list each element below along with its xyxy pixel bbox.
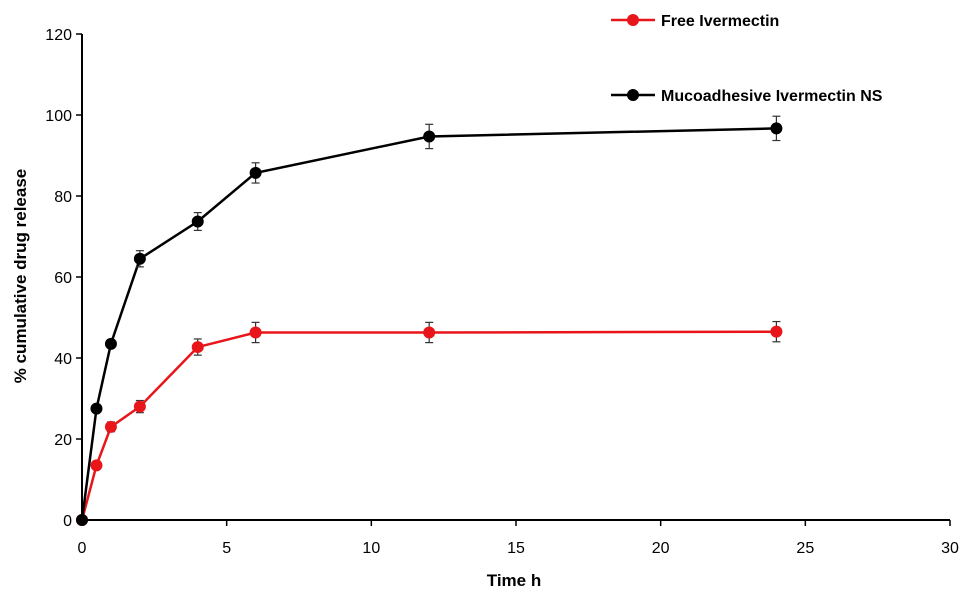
y-tick-label: 40	[54, 351, 72, 368]
data-point	[191, 341, 204, 354]
y-tick-label: 100	[45, 108, 72, 125]
legend-item-free-ivermectin: Free Ivermectin	[611, 13, 779, 30]
x-tick-label: 20	[652, 540, 670, 557]
data-point	[104, 420, 117, 433]
data-point	[770, 325, 783, 338]
legend-label: Mucoadhesive Ivermectin NS	[661, 88, 883, 105]
x-tick-label: 0	[78, 540, 87, 557]
axis-ticks: 0 20 40 60 80 100 120 0 5 10 15 20 25 30	[45, 27, 959, 557]
data-point	[191, 215, 204, 228]
data-point	[133, 400, 146, 413]
data-point	[770, 122, 783, 135]
data-point	[423, 326, 436, 339]
legend-item-mucoadhesive-ivermectin-ns: Mucoadhesive Ivermectin NS	[611, 88, 883, 105]
x-tick-label: 10	[362, 540, 380, 557]
y-tick-label: 0	[63, 513, 72, 530]
y-tick-label: 20	[54, 432, 72, 449]
series-line	[80, 330, 777, 521]
series-mucoadhesive-ivermectin-ns	[76, 115, 783, 526]
data-point	[423, 130, 436, 143]
axes	[81, 34, 950, 521]
legend-label: Free Ivermectin	[661, 13, 779, 30]
data-point	[104, 337, 117, 350]
y-tick-label: 80	[54, 189, 72, 206]
y-axis-title: % cumulative drug release	[11, 169, 30, 383]
x-tick-label: 30	[941, 540, 959, 557]
data-point	[133, 252, 146, 265]
data-point	[249, 166, 262, 179]
legend-marker	[627, 89, 639, 101]
x-axis-title: Time h	[487, 571, 541, 590]
y-tick-label: 120	[45, 27, 72, 44]
data-point	[76, 514, 88, 526]
data-point	[90, 402, 103, 415]
data-point	[249, 326, 262, 339]
x-tick-label: 5	[222, 540, 231, 557]
series-layer	[76, 115, 783, 526]
data-point	[90, 459, 103, 472]
x-tick-label: 25	[796, 540, 814, 557]
x-tick-label: 15	[507, 540, 525, 557]
y-tick-label: 60	[54, 270, 72, 287]
series-free-ivermectin	[76, 320, 783, 526]
legend: Free Ivermectin Mucoadhesive Ivermectin N…	[611, 13, 883, 105]
series-line	[80, 127, 777, 521]
legend-marker	[627, 14, 639, 26]
